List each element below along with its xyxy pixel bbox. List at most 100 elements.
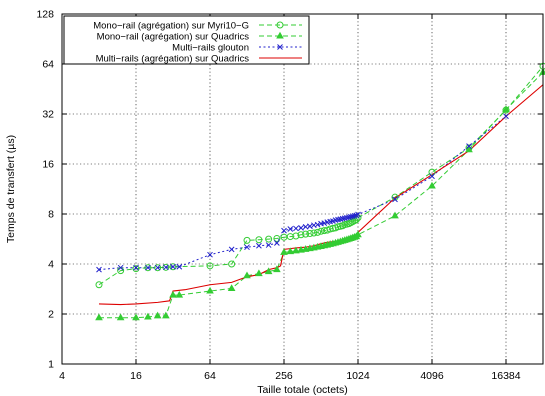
data-point-cross	[277, 44, 283, 50]
data-point-triangle	[286, 247, 295, 255]
data-point-triangle	[116, 313, 125, 321]
data-point-cross	[353, 212, 360, 219]
x-tick-label: 256	[275, 370, 293, 382]
data-point-cross	[170, 263, 176, 270]
y-tick-label: 1	[48, 359, 54, 371]
data-point-cross	[281, 227, 287, 234]
data-point-triangle	[255, 269, 263, 277]
series-markers	[95, 62, 545, 321]
data-point-cross	[244, 244, 250, 251]
x-tick-label: 4096	[420, 370, 444, 382]
data-point-circle	[428, 168, 436, 176]
data-point-cross	[287, 226, 294, 232]
data-point-cross	[228, 246, 235, 253]
data-point-circle	[132, 265, 140, 273]
data-point-cross	[133, 264, 139, 271]
legend: Mono−rail (agrégation) sur Myri10−GMono−…	[63, 15, 310, 65]
data-point-circle	[314, 228, 322, 236]
data-point-circle	[306, 230, 314, 238]
y-tick-label: 16	[42, 159, 54, 171]
x-tick-label: 1024	[346, 370, 370, 382]
data-point-triangle	[264, 267, 273, 275]
x-tick-label: 4	[59, 370, 65, 382]
data-point-cross	[392, 196, 398, 203]
y-tick-label: 64	[42, 59, 54, 71]
data-point-triangle	[280, 248, 288, 255]
legend-box	[63, 15, 310, 65]
data-point-circle	[273, 234, 281, 242]
x-axis-label: Taille totale (octets)	[257, 384, 347, 396]
data-point-circle	[265, 235, 273, 243]
data-point-cross	[145, 264, 151, 271]
x-tick-label: 16384	[491, 370, 520, 382]
data-point-triangle	[153, 311, 162, 319]
data-point-circle	[228, 260, 236, 268]
data-point-circle	[162, 263, 170, 271]
data-point-cross	[274, 240, 280, 246]
data-point-cross	[314, 221, 321, 228]
y-tick-label: 128	[36, 9, 54, 21]
data-point-cross	[163, 264, 169, 271]
data-point-triangle	[132, 313, 140, 321]
data-point-cross	[176, 263, 183, 270]
data-point-cross	[503, 113, 509, 120]
data-point-circle	[292, 232, 300, 240]
y-tick-label: 32	[42, 109, 54, 121]
data-point-triangle	[206, 286, 214, 294]
data-point-cross	[117, 264, 124, 271]
x-tick-label: 64	[204, 370, 216, 382]
data-point-triangle	[243, 271, 251, 279]
legend-label: Mono−rail (agrégation) sur Myri10−G	[93, 21, 249, 32]
y-tick-label: 4	[48, 259, 54, 271]
data-point-triangle	[162, 311, 170, 319]
data-point-cross	[207, 251, 213, 258]
legend-label: Mono−rail (agrégation) sur Quadrics	[97, 32, 250, 43]
data-point-triangle	[227, 284, 236, 291]
y-axis-label: Temps de transfert (µs)	[5, 135, 17, 243]
data-point-circle	[302, 230, 310, 238]
data-point-cross	[293, 225, 299, 232]
data-point-triangle	[273, 265, 281, 273]
data-point-circle	[144, 264, 152, 272]
axis-ticks: 4 16 64 256 1024 4096 16384 1 2 4 8 16 32 64 128	[36, 9, 543, 382]
x-tick-label: 16	[130, 370, 142, 382]
data-point-cross	[341, 215, 348, 222]
data-point-circle	[255, 236, 263, 244]
data-point-circle	[154, 264, 162, 272]
data-point-cross	[429, 173, 435, 180]
y-tick-label: 2	[48, 309, 54, 321]
data-point-triangle	[391, 211, 399, 219]
data-point-cross	[265, 242, 272, 248]
data-point-cross	[307, 223, 313, 230]
y-tick-label: 8	[48, 209, 54, 221]
plot-frame	[61, 13, 544, 365]
data-point-cross	[96, 266, 102, 273]
data-point-cross	[298, 225, 304, 231]
data-point-triangle	[95, 313, 103, 321]
data-point-triangle	[428, 181, 436, 189]
data-point-triangle	[175, 290, 184, 298]
data-point-circle	[206, 262, 214, 270]
data-point-triangle	[169, 290, 177, 298]
data-point-cross	[351, 212, 358, 219]
data-point-circle	[310, 229, 318, 237]
data-point-cross	[154, 264, 161, 271]
data-point-circle	[391, 193, 399, 201]
data-point-triangle	[144, 312, 152, 320]
data-point-cross	[256, 242, 262, 249]
data-point-circle	[297, 231, 305, 239]
data-point-cross	[321, 220, 328, 226]
data-point-triangle	[276, 31, 284, 39]
data-point-cross	[355, 211, 361, 218]
data-point-circle	[276, 21, 284, 29]
data-point-triangle	[502, 105, 510, 113]
data-point-triangle	[465, 145, 473, 153]
data-point-triangle	[354, 230, 362, 238]
data-point-triangle	[292, 246, 300, 254]
legend-label: Multi−rails (agrégation) sur Quadrics	[96, 54, 250, 65]
data-point-circle	[169, 263, 177, 271]
data-point-circle	[95, 281, 103, 289]
legend-label: Multi−rails glouton	[172, 43, 249, 54]
data-point-cross	[466, 143, 472, 149]
